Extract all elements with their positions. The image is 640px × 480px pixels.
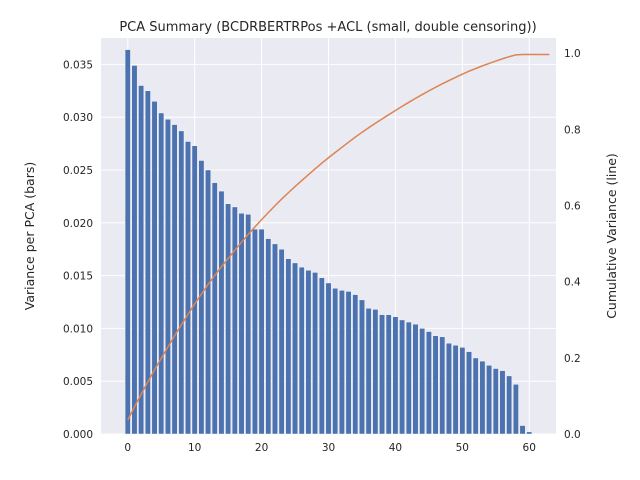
variance-bar [278,248,285,435]
y2-tick-label: 0.6 [564,201,581,213]
y-tick-label: 0.030 [63,112,93,124]
y-axis-label: Variance per PCA (bars) [22,162,37,311]
y2-tick-label: 0.4 [564,277,581,289]
variance-bar [138,85,145,435]
bars [124,49,533,435]
variance-bar [205,169,211,435]
variance-bar [452,345,459,435]
variance-bar [372,309,379,435]
x-tick-label: 10 [188,442,201,454]
y2-tick-label: 0.2 [564,353,581,365]
variance-bar [512,384,519,435]
variance-bar [432,335,439,435]
x-tick-label: 50 [456,442,469,454]
variance-bar [144,90,151,435]
y-tick-label: 0.015 [63,271,93,283]
variance-bar [231,206,238,435]
x-tick-label: 0 [124,442,131,454]
variance-bar [392,316,399,435]
variance-bar [158,112,165,435]
y-tick-label: 0.035 [63,59,93,71]
variance-bar [225,203,232,435]
variance-bar [178,130,185,435]
variance-bar [211,182,218,435]
y-tick-label: 0.000 [63,429,93,441]
variance-bar [305,270,312,435]
variance-bar [258,228,265,435]
variance-bar [492,368,499,435]
variance-bar [191,145,198,435]
variance-bar [218,190,225,435]
variance-bar [506,375,513,435]
variance-bar [332,288,339,435]
variance-bar [459,347,466,435]
variance-bar [412,323,419,435]
x-tick-label: 20 [255,442,268,454]
y-tick-label: 0.020 [63,218,93,230]
variance-bar [379,314,385,435]
y2-tick-label: 1.0 [564,48,581,60]
variance-bar [312,272,318,435]
variance-bar [439,336,446,435]
variance-bar [252,228,258,435]
variance-bar [165,119,171,435]
variance-bar [472,357,479,435]
variance-bar [171,124,178,435]
cumulative-variance-line [127,53,550,421]
variance-bar [238,213,245,435]
variance-bar [419,328,426,435]
variance-bar [325,282,332,435]
x-tick-label: 60 [523,442,536,454]
x-axis-ticks: 0 10 20 30 40 50 60 [124,442,536,454]
variance-bar [446,342,452,435]
variance-bar [425,331,432,435]
y2-axis-label: Cumulative Variance (line) [604,153,619,319]
y2-tick-label: 0.8 [564,124,581,136]
x-tick-label: 30 [322,442,335,454]
variance-bar [385,314,392,435]
variance-bar [466,351,472,435]
variance-bar [399,319,405,435]
x-tick-label: 40 [389,442,402,454]
variance-bar [352,294,359,435]
variance-bar [131,65,138,435]
variance-bar [298,266,305,435]
y2-tick-label: 0.0 [564,429,581,441]
variance-bar [272,243,278,435]
y2-axis-ticks: 0.0 0.2 0.4 0.6 0.8 1.0 [564,48,581,441]
variance-bar [486,365,492,435]
variance-bar [526,431,533,435]
variance-bar [124,49,131,435]
y-tick-label: 0.010 [63,323,93,335]
variance-bar [519,425,526,435]
variance-bar [405,321,412,435]
variance-bar [151,101,158,435]
variance-bar [318,277,325,435]
variance-bar [292,262,298,435]
variance-bar [265,238,272,435]
chart-title: PCA Summary (BCDRBERTRPos +ACL (small, d… [119,20,536,35]
variance-bar [339,290,345,435]
variance-bar [245,214,252,435]
variance-bar [479,360,486,435]
y-tick-label: 0.005 [63,376,93,388]
variance-bar [285,258,292,435]
variance-bar [185,141,191,435]
variance-bar [359,299,365,435]
y-tick-label: 0.025 [63,165,93,177]
variance-bar [499,370,506,435]
y-axis-ticks: 0.000 0.005 0.010 0.015 0.020 0.025 0.030 0.035 [63,59,93,441]
variance-bar [345,291,352,435]
variance-bar [365,308,372,435]
